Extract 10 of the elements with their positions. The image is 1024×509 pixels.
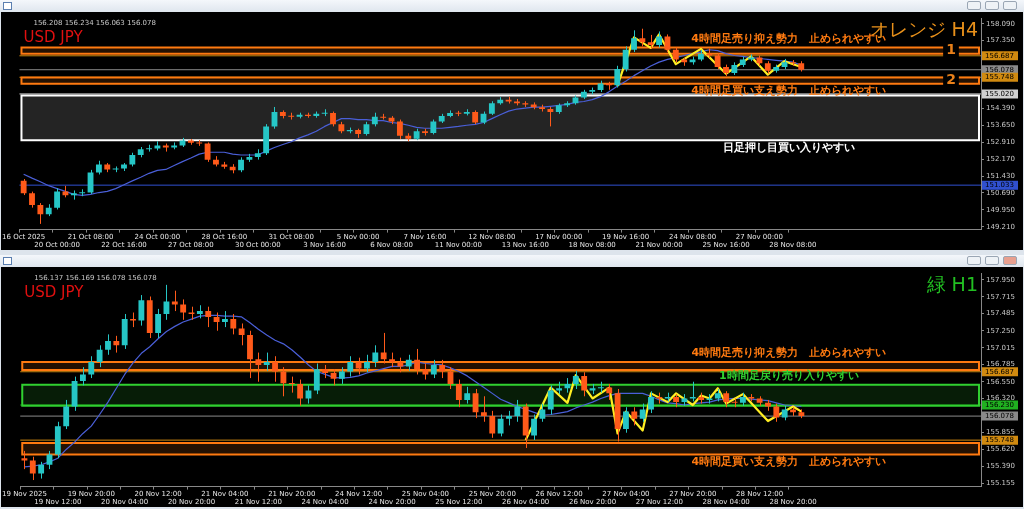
band-label: 1時間足戻り売り入りやすい (719, 368, 859, 382)
annotation: 2 (946, 71, 956, 88)
chart-subtitle: 緑 H1 (925, 272, 978, 295)
annotation: 1 (946, 41, 956, 58)
text: USD JPY (23, 27, 84, 46)
band-label: 4時間足売り抑え勢力 止められやすい (691, 346, 887, 360)
band-label: 4時間足買い支え勢力 止められやすい (691, 454, 887, 468)
band-label: 日足押し目買い入りやすい (722, 140, 855, 154)
text: USD JPY (24, 282, 85, 301)
band-label: 4時間足買い支え勢力 止められやすい (691, 84, 887, 98)
